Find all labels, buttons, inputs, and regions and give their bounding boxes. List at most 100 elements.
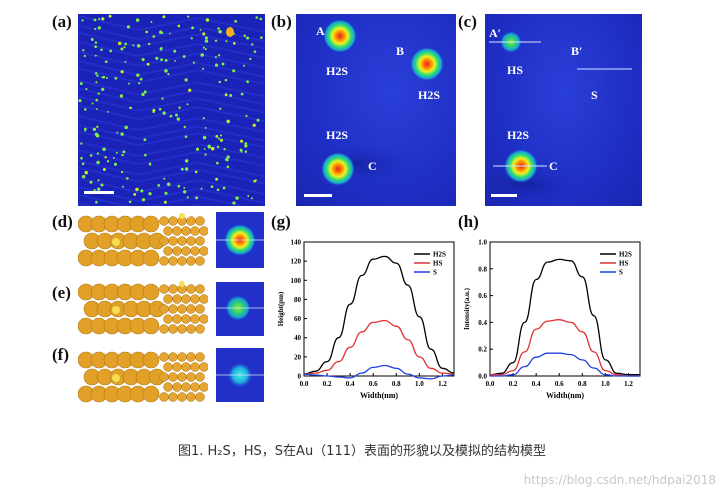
adsorbate-dot: [182, 55, 186, 58]
terrace-line: [78, 193, 248, 206]
adsorbate-dot: [191, 26, 195, 30]
adsorbate-dot: [155, 56, 159, 60]
sim-image-f: [216, 348, 264, 402]
plot-frame: [489, 241, 641, 377]
x-tick-label: 0.4: [532, 380, 541, 388]
au-atom-top: [181, 314, 191, 324]
adsorbate-dot: [173, 49, 177, 53]
adsorbate-dot: [135, 187, 139, 192]
adsorbate-dot: [249, 57, 252, 61]
adsorbate-dot: [221, 62, 225, 66]
panel-label-h: (h): [458, 212, 479, 231]
adsorbate-dot: [184, 135, 188, 138]
adsorbate-dot: [203, 148, 206, 150]
adsorbate-dot: [214, 39, 218, 42]
adsorbate-dot: [141, 92, 145, 97]
au-atom-top: [172, 294, 182, 304]
adsorbate-dot: [190, 37, 193, 40]
au-atom-top: [168, 236, 178, 246]
au-atom-top: [186, 352, 196, 362]
species-label: H2S: [418, 88, 441, 102]
adsorbate-dot: [244, 144, 248, 148]
adsorbate-dot: [247, 195, 250, 197]
au-atom-top: [177, 304, 187, 314]
au-atom: [142, 215, 160, 233]
adsorbate-dot: [240, 92, 244, 96]
adsorbate-dot: [126, 177, 129, 180]
au-atom-top: [199, 362, 208, 372]
stm-image-b-svg: [296, 19, 444, 186]
adsorbate-dot: [143, 138, 147, 142]
au-atom-top: [181, 294, 191, 304]
x-axis-label: Width(nm): [360, 391, 398, 400]
stm-overview-image: [78, 14, 265, 206]
adsorbate-dot: [210, 185, 214, 189]
adsorbate-dot: [147, 42, 151, 46]
au-atom-top: [168, 216, 178, 226]
figure-caption: 图1. H₂S，HS，S在Au（111）表面的形貌以及模拟的结构模型: [178, 444, 546, 459]
adsorbate-dot: [204, 39, 209, 43]
y-tick-label: 80: [294, 296, 302, 304]
adsorbate-dot: [232, 201, 236, 205]
adsorbate-dot: [216, 161, 219, 165]
au-atom-top: [159, 304, 169, 314]
adsorbate-dot: [164, 58, 168, 62]
au-atom-top: [159, 352, 169, 362]
terrace-line: [78, 95, 265, 114]
adsorbate-dot: [216, 145, 220, 149]
x-tick-label: 1.2: [438, 380, 447, 388]
atomic-model-d: [78, 213, 208, 267]
adsorbate-dot: [80, 156, 83, 160]
panel-label-a: (a): [52, 12, 72, 31]
intensity-profile-chart: 0.0 0.2 0.4 0.6 0.8 1.0 1.2 0.0 0.2 0.4 0.6 0.8 1.0 W…: [463, 239, 641, 400]
adsorbate-dot: [152, 108, 156, 112]
adsorbate-dot: [138, 82, 141, 85]
au-atom-top: [172, 314, 182, 324]
adsorbate-dot: [145, 30, 148, 34]
adsorbate-dot: [128, 82, 130, 85]
spot-label-b-prime: B′: [571, 44, 583, 58]
au-atom-top: [168, 372, 178, 382]
x-tick-label: 0.8: [578, 380, 587, 388]
panel-label-e: (e): [52, 283, 71, 302]
species-label: HS: [507, 63, 524, 77]
terrace-line: [78, 14, 265, 33]
adsorbate-dot: [104, 156, 107, 159]
au-atom-top: [195, 284, 205, 294]
adsorbate-dot: [93, 18, 97, 22]
y-tick-label: 0.6: [478, 292, 487, 300]
adsorbate-dot: [243, 34, 246, 37]
terrace-line: [78, 166, 265, 185]
sim-image-d: [216, 212, 264, 268]
stm-image-c-svg: [485, 31, 632, 204]
adsorbate-dot: [102, 147, 106, 152]
adsorbate-dot: [100, 48, 103, 51]
panel-label-d: (d): [52, 212, 73, 231]
adsorbate-dot: [217, 27, 220, 30]
adsorbate-dot: [188, 88, 192, 92]
au-atom-top: [177, 352, 187, 362]
au-atom-top: [159, 236, 169, 246]
adsorbate-dot: [94, 54, 97, 57]
adsorbate-dot: [184, 167, 189, 171]
adsorbate-dot: [174, 60, 176, 62]
adsorbate-dot: [226, 155, 230, 159]
x-tick-label: 1.2: [624, 380, 633, 388]
au-atom-top: [199, 382, 208, 392]
adsorbate-dot: [81, 19, 84, 22]
adsorbate-dot: [202, 32, 206, 36]
adsorbate-dot: [232, 69, 236, 73]
adsorbate-atom: [179, 281, 185, 287]
y-tick-label: 1.0: [478, 239, 487, 247]
legend-label: S: [433, 269, 437, 277]
terrace-line: [78, 87, 265, 106]
adsorbate-dot: [152, 35, 156, 38]
adsorbate-dot: [90, 38, 94, 41]
au-atom-top: [172, 226, 182, 236]
adsorbate-dot: [239, 148, 243, 152]
adsorbate-dot: [180, 167, 184, 171]
adsorbate-dot: [95, 81, 98, 84]
adsorbate-dot: [195, 147, 200, 151]
scale-bar: [491, 194, 517, 197]
adsorbate-dot: [159, 30, 163, 34]
